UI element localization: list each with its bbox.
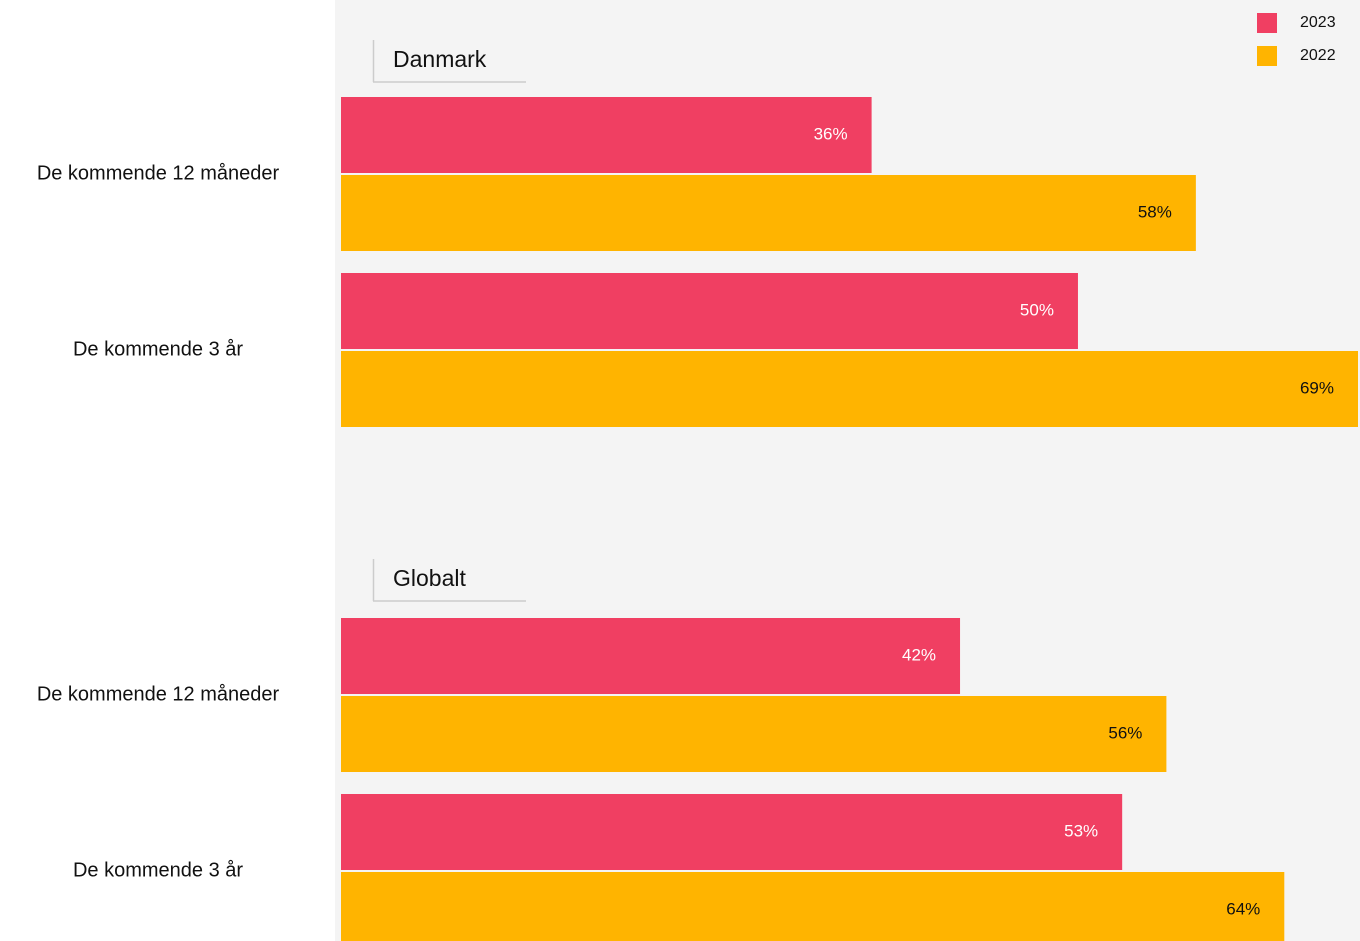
category-label: De kommende 12 måneder: [37, 162, 280, 184]
category-label: De kommende 12 måneder: [37, 683, 280, 705]
panel-title: Danmark: [393, 46, 487, 72]
value-label: 58%: [1138, 202, 1172, 221]
legend-swatch: [1257, 46, 1277, 66]
bar: [341, 175, 1196, 251]
category-label: De kommende 3 år: [73, 338, 243, 360]
value-label: 53%: [1064, 821, 1098, 840]
bar: [341, 696, 1167, 772]
value-label: 42%: [902, 645, 936, 664]
legend-label: 2022: [1300, 47, 1336, 64]
bar: [341, 351, 1358, 427]
category-label: De kommende 3 år: [73, 859, 243, 881]
panel-title: Globalt: [393, 565, 466, 591]
bar: [341, 872, 1285, 941]
value-label: 56%: [1108, 723, 1142, 742]
legend-swatch: [1257, 13, 1277, 33]
bar: [341, 97, 872, 173]
bar: [341, 794, 1123, 870]
legend-label: 2023: [1300, 14, 1336, 31]
value-label: 50%: [1020, 300, 1054, 319]
value-label: 69%: [1300, 378, 1334, 397]
value-label: 36%: [814, 124, 848, 143]
bar: [341, 618, 961, 694]
bar: [341, 273, 1078, 349]
value-label: 64%: [1226, 899, 1260, 918]
